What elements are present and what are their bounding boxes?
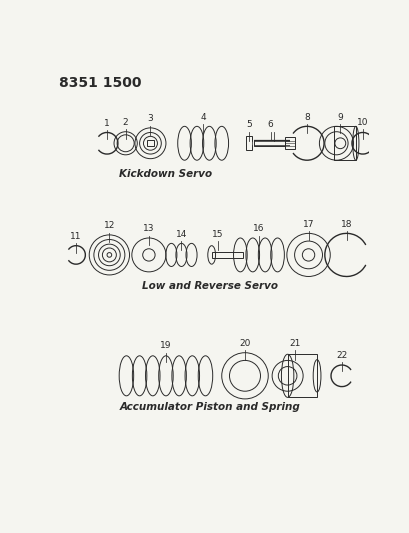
Bar — [254, 140, 285, 147]
Text: 9: 9 — [337, 112, 342, 122]
Bar — [147, 140, 153, 147]
Bar — [211, 252, 242, 258]
Bar — [285, 137, 294, 149]
Text: 1: 1 — [104, 119, 110, 128]
Text: Accumulator Piston and Spring: Accumulator Piston and Spring — [119, 401, 300, 411]
Text: 19: 19 — [160, 342, 171, 350]
Bar — [333, 126, 355, 160]
Text: Low and Reverse Servo: Low and Reverse Servo — [142, 281, 277, 290]
Text: 18: 18 — [340, 220, 351, 229]
Text: 5: 5 — [245, 120, 251, 130]
Text: 8: 8 — [303, 112, 309, 122]
Text: 15: 15 — [211, 230, 223, 239]
Text: 16: 16 — [253, 224, 264, 233]
Text: 10: 10 — [356, 118, 368, 127]
Text: Kickdown Servo: Kickdown Servo — [119, 169, 212, 179]
Text: 22: 22 — [335, 351, 347, 360]
Text: 4: 4 — [200, 112, 205, 122]
Text: 3: 3 — [147, 114, 153, 123]
Text: 12: 12 — [103, 221, 115, 230]
Text: 8351 1500: 8351 1500 — [59, 76, 141, 90]
Text: 13: 13 — [143, 224, 154, 233]
Bar — [287, 354, 316, 398]
Text: 2: 2 — [123, 118, 128, 127]
Text: 17: 17 — [302, 220, 314, 229]
Text: 11: 11 — [70, 232, 82, 241]
Text: 14: 14 — [175, 230, 187, 239]
Text: 6: 6 — [267, 120, 273, 130]
Text: 20: 20 — [239, 339, 250, 348]
Bar — [245, 136, 252, 150]
Text: 21: 21 — [289, 339, 300, 348]
